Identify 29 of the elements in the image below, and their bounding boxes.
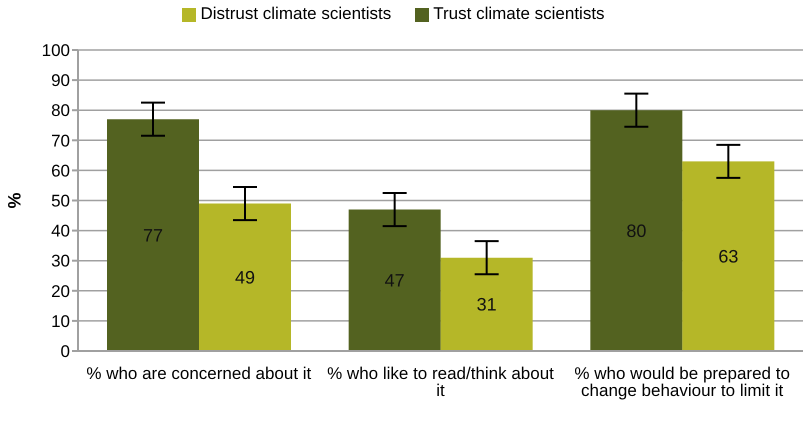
y-tick-label: 10: [51, 312, 70, 331]
bar: [107, 119, 199, 351]
y-tick-label: 30: [51, 252, 70, 271]
y-tick-label: 80: [51, 101, 70, 120]
y-tick-label: 90: [51, 71, 70, 90]
data-label: 80: [626, 220, 646, 241]
data-label: 77: [142, 226, 164, 246]
bar: [590, 110, 682, 351]
legend-label: Trust climate scientists: [433, 4, 605, 23]
data-label: 49: [234, 268, 256, 288]
y-tick-label: 0: [60, 342, 70, 362]
bar: [348, 210, 441, 351]
y-tick-label: 40: [51, 222, 70, 241]
y-tick-label: 60: [51, 161, 70, 180]
data-label: 31: [476, 294, 497, 315]
bar: [440, 258, 533, 351]
x-tick-label: % who would be prepared to change behaviour to limit it: [574, 364, 790, 400]
bar: [682, 161, 774, 351]
y-tick-label: 50: [51, 192, 70, 211]
x-tick-label: % who like to read/think about it: [327, 364, 554, 400]
x-tick-label: % who are concerned about it: [86, 364, 312, 384]
y-tick-label: 20: [51, 282, 70, 301]
data-label: 63: [718, 246, 738, 267]
data-label: 47: [384, 270, 405, 291]
legend-label: Distrust climate scientists: [200, 4, 392, 23]
bar: [199, 204, 291, 351]
y-axis-title: %: [4, 192, 24, 209]
y-tick-label: 100: [42, 41, 70, 60]
y-tick-label: 70: [51, 131, 70, 150]
